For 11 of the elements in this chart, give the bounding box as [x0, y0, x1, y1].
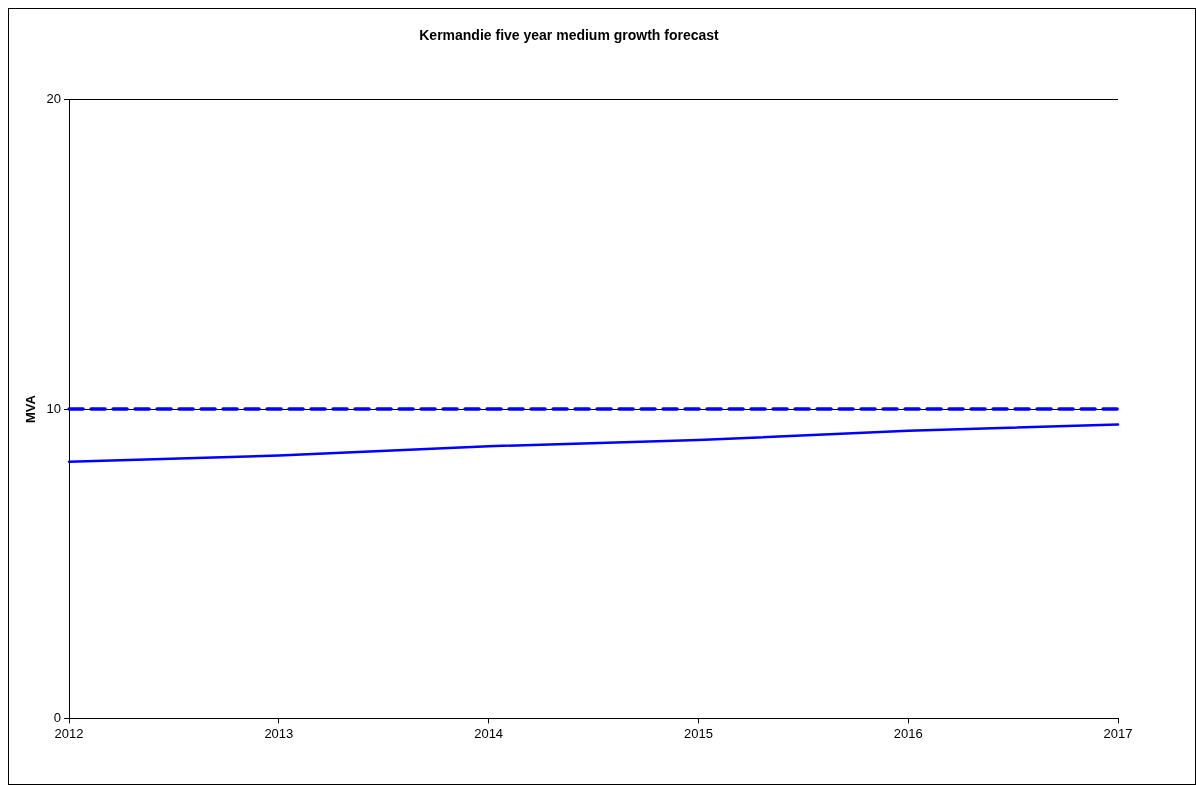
- chart-title: Kermandie five year medium growth forecast: [419, 27, 720, 44]
- y-tick-label: 20: [46, 91, 62, 107]
- x-tick-label: 2014: [474, 725, 504, 741]
- x-tick-label: 2015: [683, 725, 713, 741]
- y-tick-label: 0: [53, 709, 62, 725]
- x-tick-label: 2012: [54, 725, 84, 741]
- y-tick-label: 10: [46, 400, 62, 416]
- x-tick-label: 2013: [264, 725, 294, 741]
- x-tick-label: 2016: [893, 725, 923, 741]
- x-tick-label: 2017: [1103, 725, 1133, 741]
- y-axis-title: MVA: [23, 394, 39, 424]
